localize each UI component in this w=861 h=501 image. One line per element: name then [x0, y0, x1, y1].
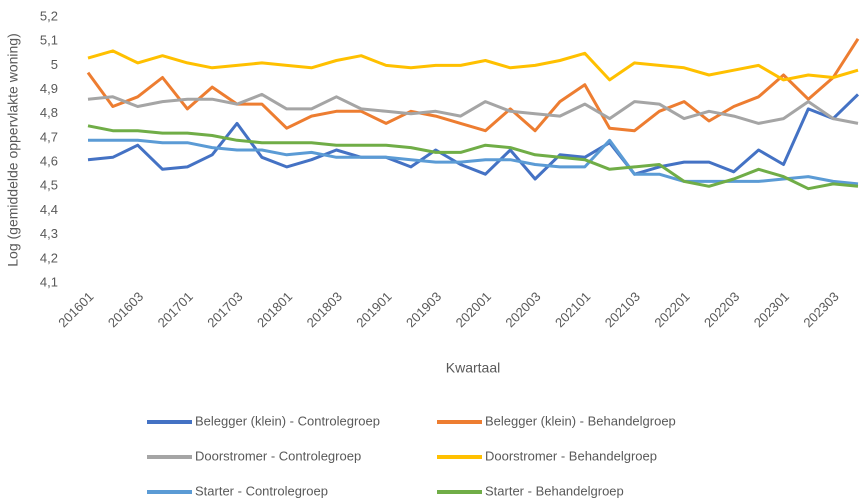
- x-tick-label: 201903: [403, 289, 444, 330]
- x-tick-label: 202101: [552, 289, 593, 330]
- y-axis-title: Log (gemiddelde oppervlakte woning): [5, 33, 21, 266]
- y-tick-label: 5: [51, 57, 58, 72]
- x-tick-label: 201901: [353, 289, 394, 330]
- legend-label: Belegger (klein) - Behandelgroep: [485, 413, 676, 428]
- x-axis-title: Kwartaal: [446, 360, 500, 376]
- y-tick-label: 5,2: [40, 8, 58, 23]
- series-line: [86, 37, 860, 133]
- legend-label: Starter - Controlegroep: [195, 483, 328, 498]
- x-tick-label: 202303: [800, 289, 841, 330]
- legend-label: Doorstromer - Controlegroep: [195, 448, 361, 463]
- series-line: [88, 138, 859, 186]
- x-tick-label: 202003: [502, 289, 543, 330]
- series-line: [87, 93, 860, 181]
- x-tick-label: 201603: [105, 289, 146, 330]
- series-line: [87, 124, 859, 191]
- x-tick-label: 201803: [304, 289, 345, 330]
- x-tick-label: 201601: [55, 289, 96, 330]
- y-tick-label: 4,6: [40, 154, 58, 169]
- y-tick-label: 4,1: [40, 274, 58, 289]
- x-tick-label: 202001: [453, 289, 494, 330]
- x-tick-label: 202203: [701, 289, 742, 330]
- y-tick-label: 4,7: [40, 129, 58, 144]
- y-tick-label: 4,5: [40, 178, 58, 193]
- legend-label: Starter - Behandelgroep: [485, 483, 624, 498]
- x-tick-label: 202301: [751, 289, 792, 330]
- y-tick-label: 5,1: [40, 33, 58, 48]
- series-line: [87, 92, 859, 125]
- y-tick-label: 4,3: [40, 226, 58, 241]
- x-tick-label: 201703: [204, 289, 245, 330]
- y-tick-label: 4,9: [40, 81, 58, 96]
- x-tick-label: 201801: [254, 289, 295, 330]
- y-tick-label: 4,8: [40, 105, 58, 120]
- legend-label: Doorstromer - Behandelgroep: [485, 448, 657, 463]
- legend-label: Belegger (klein) - Controlegroep: [195, 413, 380, 428]
- x-tick-label: 202103: [602, 289, 643, 330]
- x-tick-label: 201701: [155, 289, 196, 330]
- y-tick-label: 4,4: [40, 202, 58, 217]
- x-tick-label: 202201: [651, 289, 692, 330]
- series-line: [87, 49, 859, 82]
- y-tick-label: 4,2: [40, 250, 58, 265]
